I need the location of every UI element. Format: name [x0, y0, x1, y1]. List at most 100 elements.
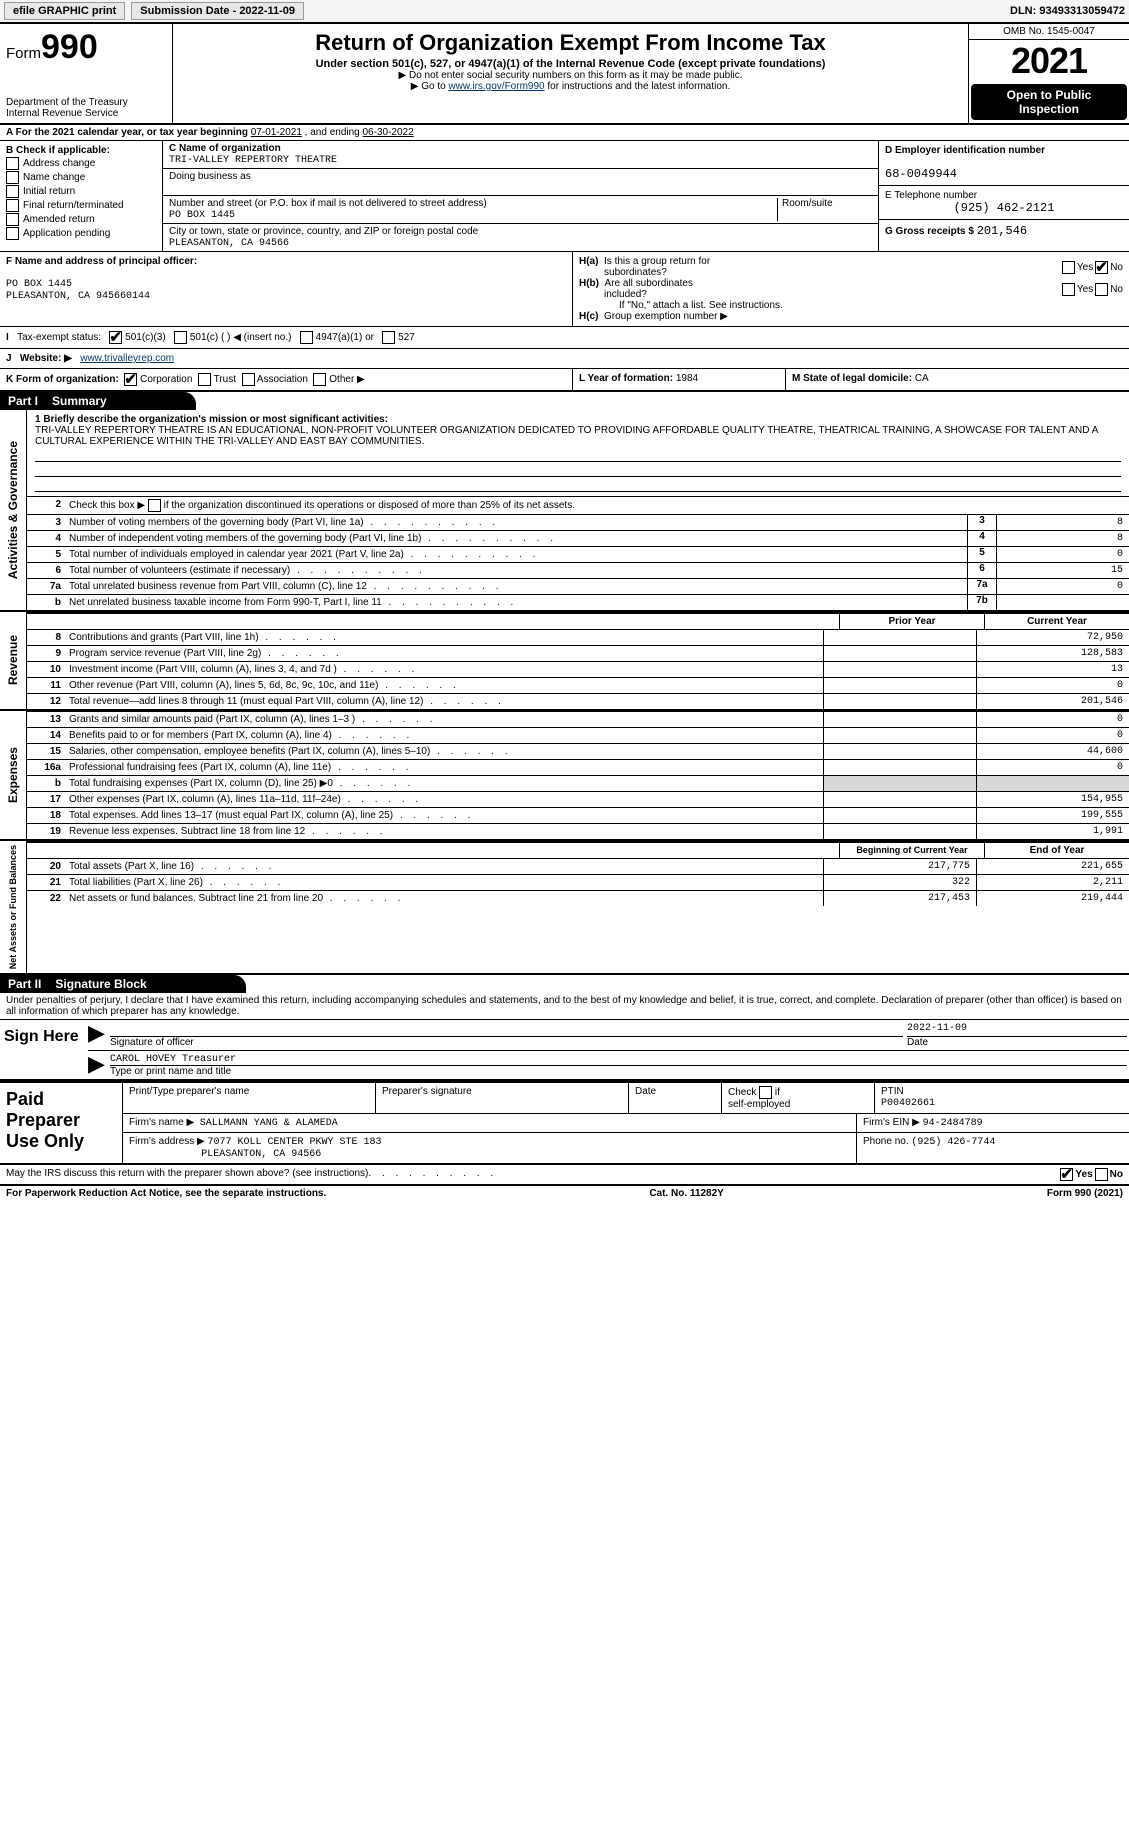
efile-label: efile GRAPHIC print	[4, 2, 125, 20]
cb-corp[interactable]	[124, 373, 137, 386]
ptin-value: P00402661	[881, 1098, 935, 1109]
cb-527[interactable]	[382, 331, 395, 344]
col-b-checkboxes: B Check if applicable: Address change Na…	[0, 141, 163, 251]
tax-year: 2021	[969, 40, 1129, 82]
irs-link[interactable]: www.irs.gov/Form990	[448, 81, 544, 92]
line-21: 21Total liabilities (Part X, line 26)322…	[27, 874, 1129, 890]
line-19: 19Revenue less expenses. Subtract line 1…	[27, 823, 1129, 839]
dln: DLN: 93493313059472	[1010, 5, 1125, 17]
line-6: 6Total number of volunteers (estimate if…	[27, 562, 1129, 578]
efile-topbar: efile GRAPHIC print Submission Date - 20…	[0, 0, 1129, 22]
line-13: 13Grants and similar amounts paid (Part …	[27, 711, 1129, 727]
ha-yes[interactable]	[1062, 261, 1075, 274]
cb-discontinued[interactable]	[148, 499, 161, 512]
cb-address-change[interactable]	[6, 157, 19, 170]
cb-self-employed[interactable]	[759, 1086, 772, 1099]
cb-4947[interactable]	[300, 331, 313, 344]
discuss-yes[interactable]	[1060, 1168, 1073, 1181]
website-link[interactable]: www.trivalleyrep.com	[80, 353, 174, 364]
part1-bar: Part ISummary	[0, 392, 196, 410]
firm-addr2: PLEASANTON, CA 94566	[201, 1149, 321, 1160]
line-15: 15Salaries, other compensation, employee…	[27, 743, 1129, 759]
cb-assoc[interactable]	[242, 373, 255, 386]
omb-number: OMB No. 1545-0047	[969, 24, 1129, 40]
ssn-note: ▶ Do not enter social security numbers o…	[179, 70, 962, 81]
perjury-declaration: Under penalties of perjury, I declare th…	[0, 993, 1129, 1020]
sign-here-label: Sign Here	[0, 1020, 88, 1079]
hb-no[interactable]	[1095, 283, 1108, 296]
signature-block: Under penalties of perjury, I declare th…	[0, 993, 1129, 1186]
officer-addr2: PLEASANTON, CA 945660144	[6, 291, 150, 302]
irs-label: Internal Revenue Service	[6, 108, 166, 119]
form-subtitle: Under section 501(c), 527, or 4947(a)(1)…	[179, 58, 962, 70]
discuss-label: May the IRS discuss this return with the…	[6, 1168, 368, 1181]
prep-name-label: Print/Type preparer's name	[123, 1083, 376, 1113]
hb-yes[interactable]	[1062, 283, 1075, 296]
name-title-label: Type or print name and title	[110, 1066, 231, 1077]
q1-label: 1 Briefly describe the organization's mi…	[35, 414, 388, 425]
cb-trust[interactable]	[198, 373, 211, 386]
ptin-label: PTIN	[881, 1086, 904, 1097]
firm-name: SALLMANN YANG & ALAMEDA	[200, 1118, 338, 1129]
line-11: 11Other revenue (Part VIII, column (A), …	[27, 677, 1129, 693]
cb-501c[interactable]	[174, 331, 187, 344]
hdr-begin: Beginning of Current Year	[839, 843, 984, 858]
firm-ein-label: Firm's EIN ▶	[863, 1117, 920, 1128]
line-17: 17Other expenses (Part IX, column (A), l…	[27, 791, 1129, 807]
line-a: A For the 2021 calendar year, or tax yea…	[0, 125, 1129, 141]
row-klm: K Form of organization: Corporation Trus…	[0, 369, 1129, 392]
cb-application-pending[interactable]	[6, 227, 19, 240]
cb-name-change[interactable]	[6, 171, 19, 184]
part1-expenses: Expenses 13Grants and similar amounts pa…	[0, 711, 1129, 841]
footer-left: For Paperwork Reduction Act Notice, see …	[6, 1188, 326, 1199]
sig-date-value: 2022-11-09	[907, 1023, 967, 1034]
side-rev: Revenue	[4, 631, 22, 689]
submission-date: Submission Date - 2022-11-09	[131, 2, 304, 20]
self-employed-cell: Check ifself-employed	[722, 1083, 875, 1113]
org-name-label: C Name of organization	[169, 143, 281, 154]
side-ag: Activities & Governance	[4, 437, 22, 583]
line-20: 20Total assets (Part X, line 16)217,7752…	[27, 858, 1129, 874]
line-9: 9Program service revenue (Part VIII, lin…	[27, 645, 1129, 661]
paid-preparer-label: Paid Preparer Use Only	[0, 1083, 123, 1163]
cb-other[interactable]	[313, 373, 326, 386]
cb-amended[interactable]	[6, 213, 19, 226]
line-14: 14Benefits paid to or for members (Part …	[27, 727, 1129, 743]
cb-501c3[interactable]	[109, 331, 122, 344]
officer-name-title: CAROL HOVEY Treasurer	[110, 1054, 236, 1065]
officer-label: F Name and address of principal officer:	[6, 256, 197, 267]
side-net: Net Assets or Fund Balances	[6, 841, 20, 973]
line-22: 22Net assets or fund balances. Subtract …	[27, 890, 1129, 906]
hdr-curr: Current Year	[984, 614, 1129, 629]
hdr-prior: Prior Year	[839, 614, 984, 629]
form-number: Form990	[6, 28, 166, 67]
street-label: Number and street (or P.O. box if mail i…	[169, 198, 487, 209]
ein-value: 68-0049944	[885, 167, 957, 181]
cb-final-return[interactable]	[6, 199, 19, 212]
line-18: 18Total expenses. Add lines 13–17 (must …	[27, 807, 1129, 823]
part1-ag: Activities & Governance 1 Briefly descri…	[0, 410, 1129, 612]
line-b: bTotal fundraising expenses (Part IX, co…	[27, 775, 1129, 791]
ein-label: D Employer identification number	[885, 145, 1045, 156]
line-4: 4Number of independent voting members of…	[27, 530, 1129, 546]
discuss-no[interactable]	[1095, 1168, 1108, 1181]
room-suite-label: Room/suite	[777, 198, 872, 221]
hdr-end: End of Year	[984, 843, 1129, 858]
page-footer: For Paperwork Reduction Act Notice, see …	[0, 1186, 1129, 1201]
sig-date-label: Date	[907, 1037, 928, 1048]
line-3: 3Number of voting members of the governi…	[27, 514, 1129, 530]
street-value: PO BOX 1445	[169, 210, 235, 221]
city-label: City or town, state or province, country…	[169, 226, 478, 237]
officer-addr1: PO BOX 1445	[6, 279, 72, 290]
year-formation: 1984	[676, 373, 698, 384]
firm-addr-label: Firm's address ▶	[129, 1136, 205, 1147]
ha-no[interactable]	[1095, 261, 1108, 274]
org-name: TRI-VALLEY REPERTORY THEATRE	[169, 155, 337, 166]
section-bcd: B Check if applicable: Address change Na…	[0, 141, 1129, 251]
cb-initial-return[interactable]	[6, 185, 19, 198]
goto-note: ▶ Go to www.irs.gov/Form990 for instruct…	[179, 81, 962, 92]
side-exp: Expenses	[4, 743, 22, 807]
line-7a: 7aTotal unrelated business revenue from …	[27, 578, 1129, 594]
city-value: PLEASANTON, CA 94566	[169, 238, 289, 249]
footer-right: Form 990 (2021)	[1047, 1188, 1123, 1199]
